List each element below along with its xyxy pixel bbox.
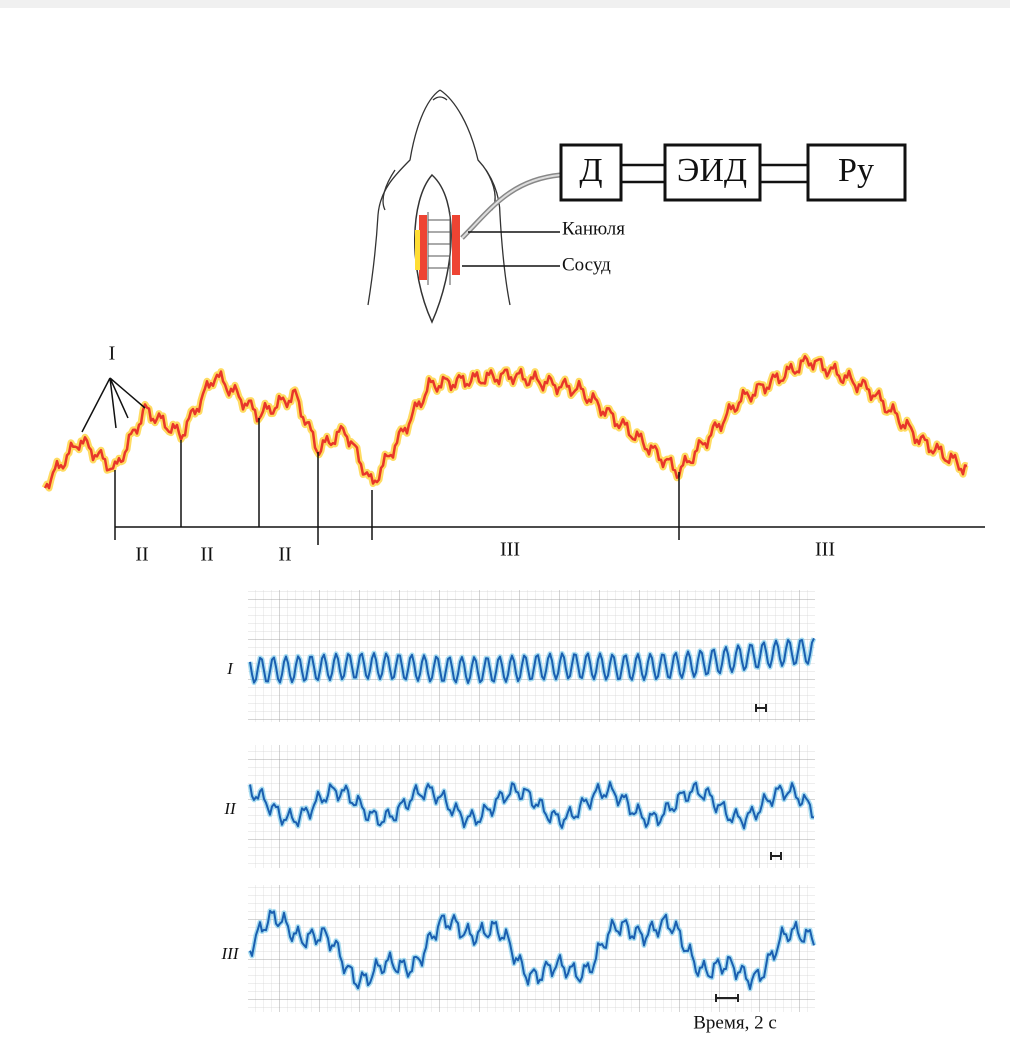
trace: [43, 355, 968, 490]
animal-sketch: [367, 89, 511, 324]
phase-lines: [81, 377, 985, 545]
incision: [415, 212, 460, 285]
phase-label: II: [135, 544, 148, 566]
record-traces: [247, 637, 817, 992]
record-grid: [248, 885, 815, 1012]
trace: [249, 781, 815, 830]
phase-label: III: [815, 539, 835, 561]
vessel-label: Сосуд: [562, 254, 611, 275]
block-frames: [559, 143, 907, 202]
phase-label: II: [278, 544, 291, 566]
cannula-tube: [460, 172, 561, 240]
block-sensor: Д: [579, 152, 602, 189]
record-label: II: [223, 799, 237, 818]
trace: [249, 909, 815, 990]
cannula-tube-inner: [461, 174, 561, 239]
record-label: I: [226, 659, 234, 678]
block-recorder: Ру: [838, 152, 874, 189]
top-strip: [0, 0, 1010, 8]
record-label: III: [221, 944, 240, 963]
leader-lines: [462, 231, 560, 267]
trace: [249, 637, 815, 684]
cannula-label: Канюля: [562, 218, 625, 239]
trace: [41, 352, 969, 492]
block-amplifier: ЭИД: [677, 152, 747, 189]
record-grid: [248, 590, 815, 722]
time-label: Время, 2 с: [693, 1012, 777, 1033]
phase-label: II: [200, 544, 213, 566]
time-marks: [715, 704, 782, 1002]
pressure-trace: [41, 352, 969, 492]
phase-label: III: [500, 539, 520, 561]
wave-marker: I: [109, 343, 116, 365]
